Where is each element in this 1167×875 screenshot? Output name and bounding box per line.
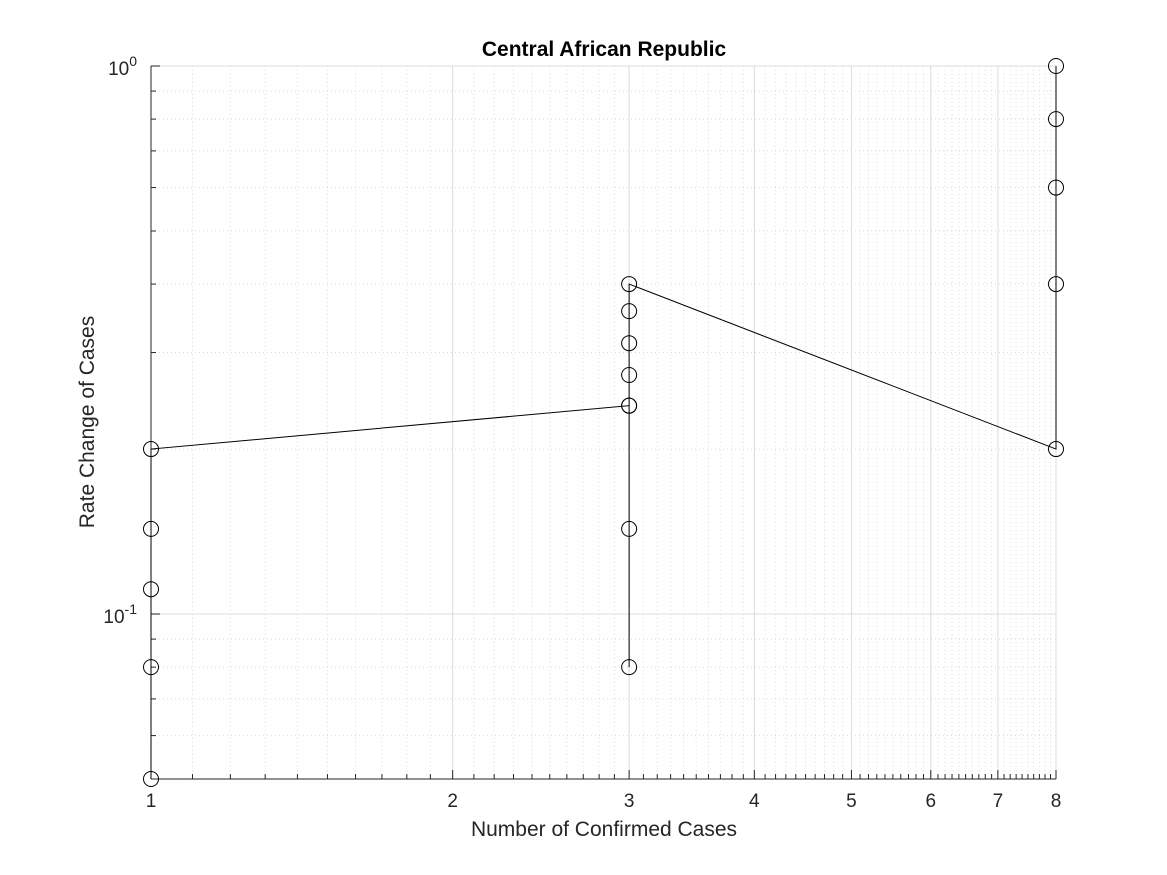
chart-title: Central African Republic	[482, 38, 727, 61]
data-point-marker	[621, 520, 638, 537]
y-axis-label: Rate Change of Cases	[76, 316, 99, 528]
data-point-marker	[1048, 58, 1064, 74]
x-tick-label: 7	[993, 791, 1004, 812]
x-tick-label: 1	[146, 791, 157, 812]
data-point-marker	[143, 581, 159, 598]
x-tick-label: 5	[846, 791, 857, 812]
data-series	[143, 58, 1064, 787]
x-tick-label: 6	[926, 791, 937, 812]
x-axis-label: Number of Confirmed Cases	[471, 818, 737, 841]
data-point-marker	[1048, 441, 1064, 458]
data-point-marker	[143, 520, 159, 537]
data-point-marker	[1048, 179, 1064, 196]
x-tick-label: 2	[447, 791, 458, 812]
y-tick-label: 100	[108, 53, 137, 80]
grid	[150, 65, 1057, 779]
data-point-marker	[621, 335, 638, 352]
data-point-marker	[621, 659, 638, 676]
data-point-marker	[143, 659, 159, 676]
tick-labels: 1 2 3 4 5 6 7 8 10-1 100	[103, 53, 1061, 812]
data-point-marker	[1048, 276, 1064, 293]
data-point-marker	[1048, 111, 1064, 128]
y-tick-label: 10-1	[103, 601, 137, 628]
data-point-marker	[621, 397, 638, 414]
data-point-marker	[143, 441, 159, 458]
data-point-marker	[143, 771, 159, 787]
x-tick-label: 4	[749, 791, 760, 812]
axes	[150, 65, 1057, 780]
x-tick-label: 8	[1051, 791, 1062, 812]
data-point-marker	[621, 276, 638, 293]
x-tick-label: 3	[624, 791, 635, 812]
series-line	[150, 66, 1057, 779]
data-point-marker	[621, 303, 638, 320]
plot-background	[151, 66, 1056, 779]
data-point-marker	[621, 366, 638, 383]
